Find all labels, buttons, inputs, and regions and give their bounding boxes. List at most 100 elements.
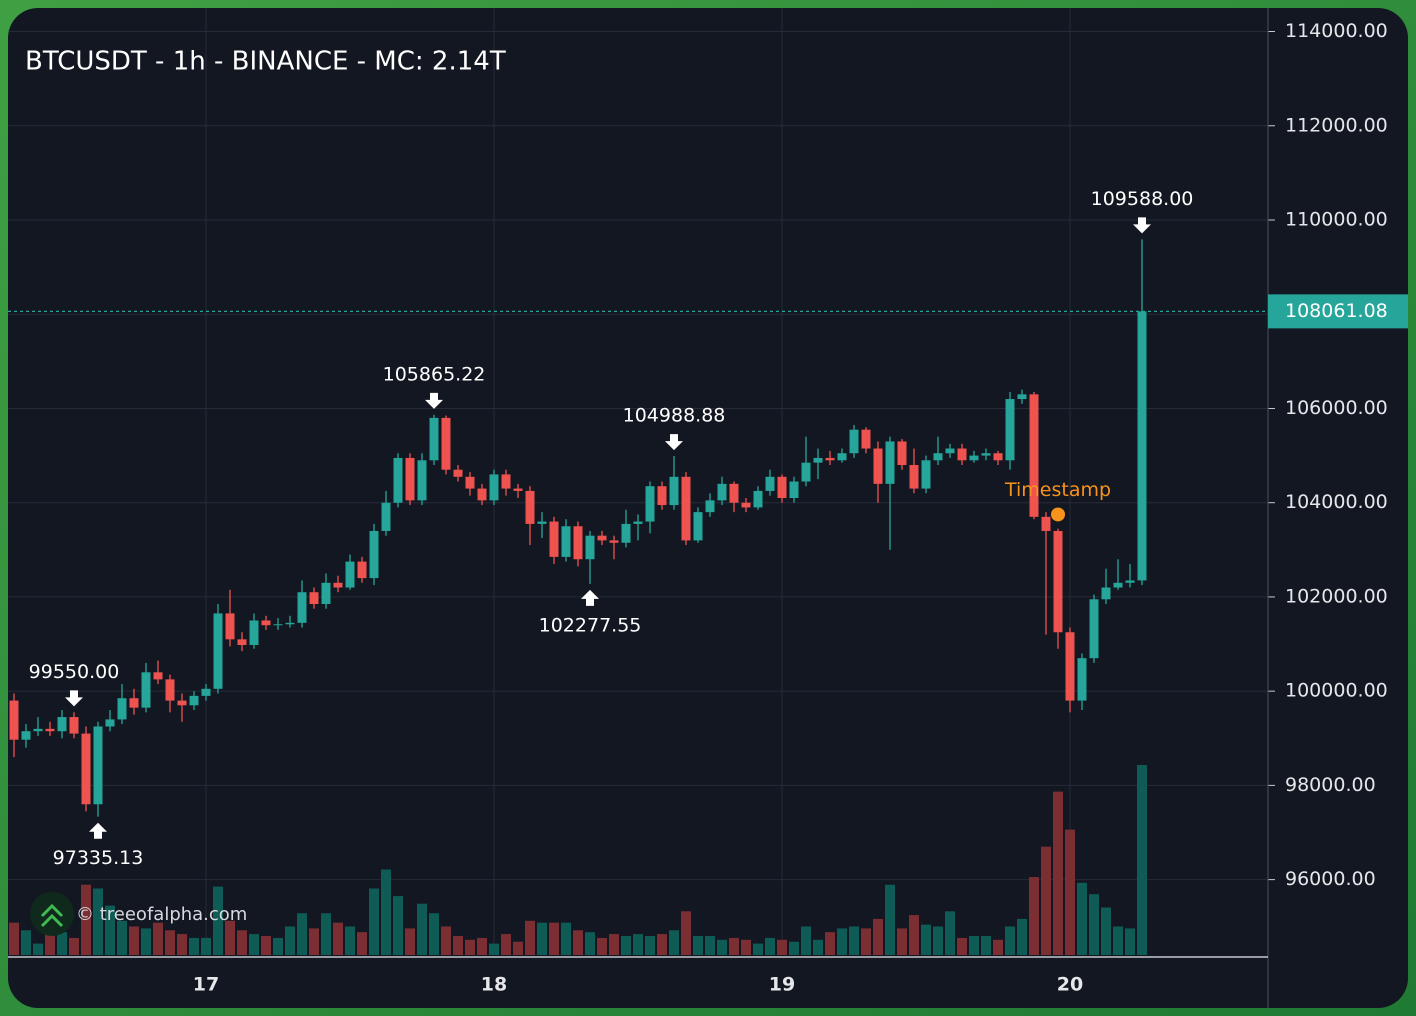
last-price-box <box>1268 294 1408 329</box>
y-tick-label: 98000.00 <box>1285 774 1376 796</box>
candle-body <box>633 521 643 524</box>
candle-body <box>453 469 463 477</box>
volume-bar <box>165 930 175 955</box>
volume-bar <box>1125 928 1135 955</box>
marker-label: Timestamp <box>1004 479 1111 501</box>
candle-body <box>417 460 427 501</box>
annotation-arrow <box>665 434 683 451</box>
candle-body <box>117 698 127 720</box>
volume-bar <box>21 930 31 955</box>
volume-bar <box>225 920 235 955</box>
candle-body <box>789 481 799 498</box>
volume-bar <box>141 928 151 955</box>
volume-bar <box>117 920 127 955</box>
watermark: © treeofalpha.com <box>76 904 247 925</box>
candle-body <box>1137 311 1147 581</box>
candle-body <box>237 639 247 645</box>
candle-body <box>945 448 955 454</box>
volume-bar <box>357 932 367 955</box>
candle-body <box>9 700 19 740</box>
candle-body <box>297 592 307 623</box>
candle-body <box>741 502 751 508</box>
candle-body <box>813 457 823 463</box>
volume-bar <box>285 926 295 955</box>
candle-body <box>129 698 139 708</box>
candle-body <box>969 455 979 461</box>
candle-body <box>873 448 883 484</box>
volume-bar <box>981 936 991 955</box>
y-tick-label: 104000.00 <box>1285 491 1388 513</box>
annotation-arrow <box>581 589 599 606</box>
annotation-label: 109588.00 <box>1091 188 1194 210</box>
candle-body <box>1005 399 1015 461</box>
candle-body <box>261 620 271 626</box>
candle-body <box>1017 394 1027 400</box>
volume-bar <box>525 920 535 955</box>
volume-bar <box>1077 882 1087 955</box>
annotation-label: 105865.22 <box>383 363 486 385</box>
volume-bar <box>1053 791 1063 955</box>
volume-bar <box>333 922 343 955</box>
volume-bar <box>921 924 931 955</box>
candle-body <box>1029 394 1039 517</box>
volume-bar <box>645 936 655 955</box>
candle-body <box>537 521 547 524</box>
volume-bar <box>933 926 943 955</box>
volume-bar <box>381 869 391 955</box>
candle-body <box>333 582 343 588</box>
candle-body <box>549 521 559 557</box>
volume-bar <box>777 939 787 955</box>
volume-bar <box>561 922 571 955</box>
volume-bar <box>189 937 199 955</box>
last-price-label: 108061.08 <box>1285 300 1388 322</box>
candle-body <box>981 453 991 456</box>
candle-body <box>429 417 439 461</box>
candle-body <box>357 561 367 579</box>
volume-bar <box>393 896 403 955</box>
candle-body <box>861 429 871 449</box>
volume-bar <box>465 939 475 955</box>
volume-bar <box>801 926 811 955</box>
volume-bar <box>489 943 499 955</box>
candle-body <box>1101 587 1111 600</box>
y-tick-label: 114000.00 <box>1285 20 1388 42</box>
candle-body <box>525 490 535 524</box>
volume-bar <box>345 926 355 955</box>
volume-bar <box>1005 926 1015 955</box>
annotation-arrow <box>1133 217 1151 234</box>
candle-body <box>369 530 379 579</box>
volume-bar <box>633 934 643 955</box>
volume-bar <box>753 943 763 955</box>
candle-body <box>1053 530 1063 633</box>
volume-bar <box>861 928 871 955</box>
volume-bar <box>69 937 79 955</box>
candle-body <box>693 512 703 541</box>
candle-body <box>141 672 151 708</box>
volume-bar <box>1041 846 1051 955</box>
candle-body <box>441 417 451 470</box>
annotation-arrow <box>65 690 83 707</box>
candle-body <box>225 613 235 640</box>
volume-bar <box>993 939 1003 955</box>
candle-body <box>1065 632 1075 701</box>
volume-bar <box>885 884 895 955</box>
candle-body <box>177 700 187 706</box>
annotation-label: 104988.88 <box>623 405 726 427</box>
volume-bar <box>501 934 511 955</box>
candle-body <box>993 453 1003 461</box>
volume-bar <box>1101 907 1111 955</box>
volume-bar <box>237 930 247 955</box>
volume-bar <box>153 922 163 955</box>
candle-body <box>1089 599 1099 659</box>
volume-bar <box>873 918 883 955</box>
volume-bar <box>969 936 979 955</box>
volume-bar <box>1137 765 1147 955</box>
volume-bar <box>717 939 727 955</box>
annotation-label: 99550.00 <box>29 661 120 683</box>
candle-body <box>45 728 55 732</box>
annotation-arrow <box>89 822 107 839</box>
candle-body <box>669 476 679 506</box>
candle-body <box>309 592 319 604</box>
volume-bar <box>297 913 307 955</box>
